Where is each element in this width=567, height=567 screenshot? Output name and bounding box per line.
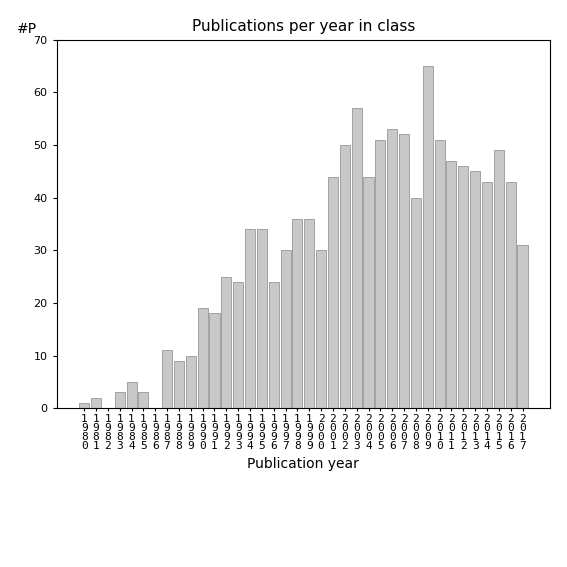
Title: Publications per year in class: Publications per year in class — [192, 19, 415, 35]
Bar — [233, 282, 243, 408]
Bar — [304, 219, 314, 408]
Bar — [257, 229, 267, 408]
Bar — [494, 150, 504, 408]
X-axis label: Publication year: Publication year — [247, 457, 359, 471]
Bar — [340, 145, 350, 408]
Bar — [138, 392, 149, 408]
Bar — [209, 314, 219, 408]
Bar — [375, 139, 386, 408]
Bar — [186, 356, 196, 408]
Bar — [293, 219, 302, 408]
Bar — [363, 176, 374, 408]
Bar — [506, 182, 516, 408]
Bar — [126, 382, 137, 408]
Bar — [352, 108, 362, 408]
Bar — [470, 171, 480, 408]
Bar — [316, 250, 326, 408]
Bar — [245, 229, 255, 408]
Bar — [198, 308, 208, 408]
Bar — [162, 350, 172, 408]
Bar — [221, 277, 231, 408]
Bar — [458, 166, 468, 408]
Bar — [281, 250, 291, 408]
Bar — [269, 282, 279, 408]
Bar — [79, 403, 89, 408]
Bar — [387, 129, 397, 408]
Bar — [434, 139, 445, 408]
Bar — [446, 161, 456, 408]
Bar — [328, 176, 338, 408]
Text: #P: #P — [17, 22, 37, 36]
Bar — [518, 245, 527, 408]
Bar — [482, 182, 492, 408]
Bar — [411, 198, 421, 408]
Bar — [399, 134, 409, 408]
Bar — [174, 361, 184, 408]
Bar — [115, 392, 125, 408]
Bar — [423, 66, 433, 408]
Bar — [91, 397, 101, 408]
